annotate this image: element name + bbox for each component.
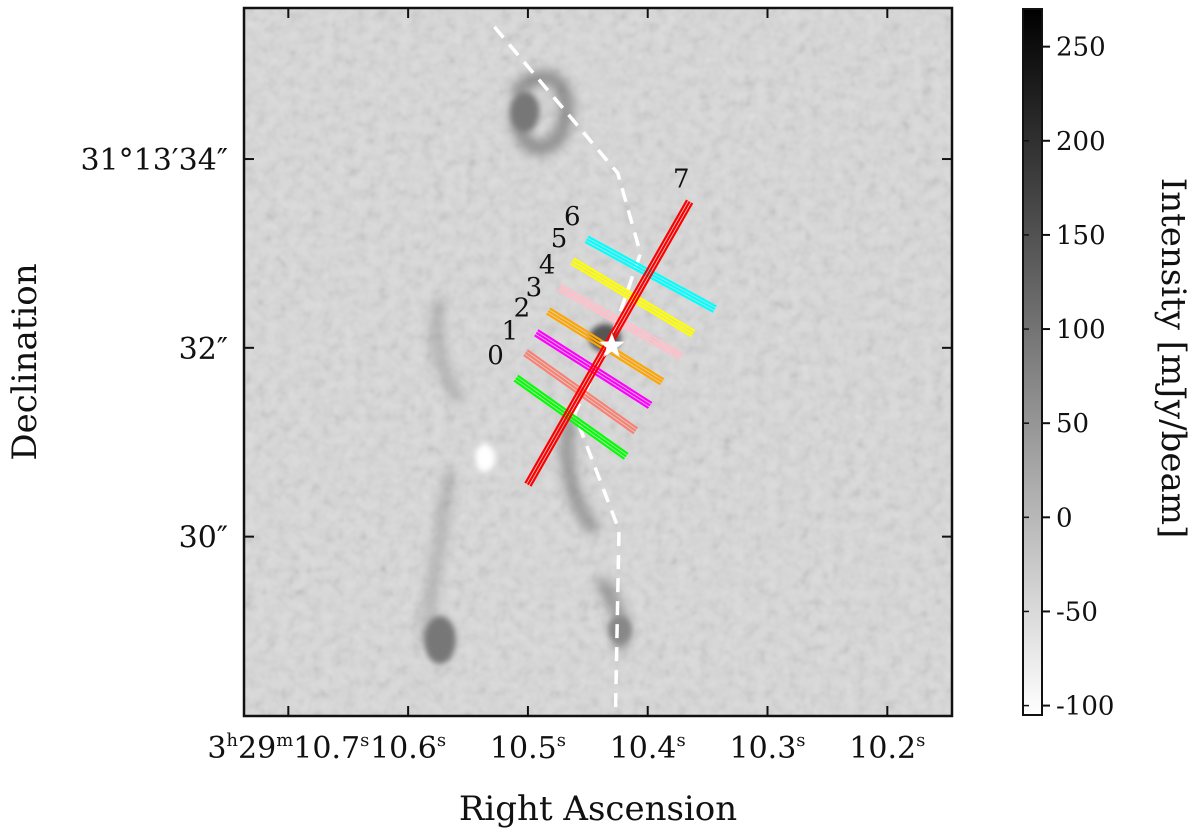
cut-0-line-0 xyxy=(517,374,629,455)
x-tick-label: 10.6s xyxy=(370,730,446,766)
colorbar-tick-label: 100 xyxy=(1056,315,1106,345)
x-tick-value: 10.2 xyxy=(849,731,916,766)
overlay-layer xyxy=(493,25,717,716)
source-star-marker xyxy=(599,332,625,357)
y-axis-title: Declination xyxy=(5,263,45,460)
colorbar-tick-label: 50 xyxy=(1056,409,1089,439)
cut-label-7: 7 xyxy=(673,164,690,194)
x-tick-unit: s xyxy=(437,730,446,751)
x-tick-value: 10.4 xyxy=(610,731,677,766)
colorbar-tick-label: -50 xyxy=(1056,597,1098,627)
x-tick-value: 3 xyxy=(207,731,226,766)
colorbar: 250 200 150 100 50 0 -50 -100 Intensity [mJy/be… xyxy=(1022,8,1193,722)
x-axis-ticks: 3h29m10.7s 10.6s 10.5s 10.4s 10.3s 10.2s xyxy=(207,8,925,766)
colorbar-ticks: 250 200 150 100 50 0 -50 -100 xyxy=(1023,33,1114,722)
colorbar-tick-label: 150 xyxy=(1056,221,1106,251)
x-tick-label: 10.2s xyxy=(849,730,925,766)
x-axis-title: Right Ascension xyxy=(459,789,737,829)
cut-label-5: 5 xyxy=(551,224,568,254)
cut-label-3: 3 xyxy=(526,273,543,303)
x-tick-unit: s xyxy=(557,730,566,751)
y-tick-label: 32″ xyxy=(179,332,228,367)
x-tick-label: 3h29m10.7s xyxy=(207,730,369,766)
cut-label-4: 4 xyxy=(539,250,556,280)
x-tick-unit: s xyxy=(916,730,925,751)
colorbar-tick-label: 200 xyxy=(1056,127,1106,157)
x-tick-value: 29 xyxy=(238,731,276,766)
plot-frame xyxy=(242,6,954,718)
cut-label-0: 0 xyxy=(487,341,504,371)
x-tick-value: 10.6 xyxy=(370,731,437,766)
x-tick-value: 10.7 xyxy=(293,731,360,766)
colorbar-tick-label: 250 xyxy=(1056,33,1106,63)
y-tick-label: 30″ xyxy=(179,521,228,556)
colorbar-gradient xyxy=(1022,8,1043,716)
cut-3-line-2 xyxy=(546,312,662,386)
cut-label-1: 1 xyxy=(502,316,519,346)
cut-5-line-1 xyxy=(571,260,694,335)
x-tick-label: 10.4s xyxy=(610,730,686,766)
x-tick-unit: s xyxy=(676,730,685,751)
colorbar-tick-label: 0 xyxy=(1056,503,1073,533)
cut-5-line-0 xyxy=(573,257,696,333)
x-tick-value: 10.3 xyxy=(729,731,796,766)
x-tick-label: 10.3s xyxy=(729,730,805,766)
x-tick-unit: s xyxy=(360,730,369,751)
x-tick-unit: m xyxy=(276,730,293,751)
x-tick-label: 10.5s xyxy=(490,730,566,766)
x-tick-value: 10.5 xyxy=(490,731,557,766)
colorbar-tick-label: -100 xyxy=(1056,692,1114,722)
y-axis-ticks: 31°13′34″ 32″ 30″ xyxy=(80,143,952,556)
colorbar-title: Intensity [mJy/beam] xyxy=(1153,178,1193,538)
x-tick-unit: s xyxy=(796,730,805,751)
cut-label-6: 6 xyxy=(564,202,581,232)
cut-label-2: 2 xyxy=(514,294,531,324)
x-tick-unit: h xyxy=(226,730,238,751)
y-tick-label: 31°13′34″ xyxy=(80,143,228,178)
